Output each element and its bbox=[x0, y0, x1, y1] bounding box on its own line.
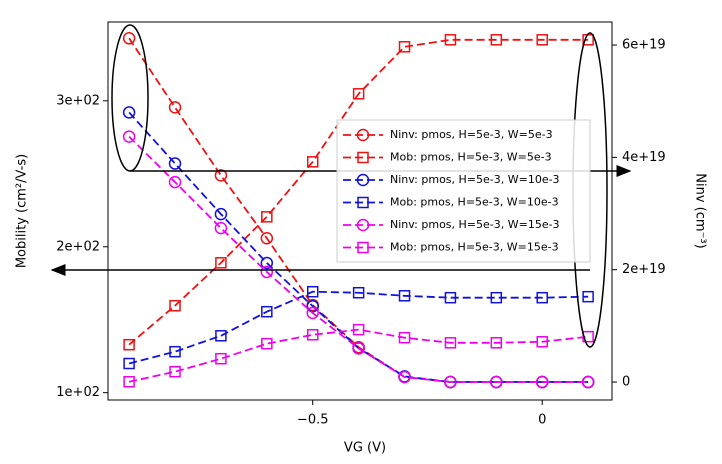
legend-label: Mob: pmos, H=5e-3, W=10e-3 bbox=[390, 196, 559, 209]
marker bbox=[581, 375, 595, 389]
marker bbox=[582, 290, 594, 303]
marker bbox=[123, 338, 135, 351]
legend-marker bbox=[356, 128, 370, 142]
x-tick-label: −0.5 bbox=[297, 413, 329, 428]
marker bbox=[169, 299, 181, 312]
marker bbox=[260, 265, 274, 279]
legend-box bbox=[336, 119, 591, 263]
marker bbox=[444, 375, 457, 389]
marker bbox=[490, 337, 503, 349]
legend-marker bbox=[357, 241, 369, 254]
marker bbox=[398, 331, 411, 344]
y-axis-label: Mobility (cm²/V-s) bbox=[15, 154, 30, 268]
marker bbox=[169, 345, 181, 358]
marker bbox=[352, 88, 365, 100]
marker bbox=[444, 291, 457, 304]
marker bbox=[352, 286, 365, 299]
marker bbox=[306, 285, 319, 298]
legend-label: Mob: pmos, H=5e-3, W=15e-3 bbox=[390, 241, 559, 254]
series-line bbox=[128, 328, 589, 383]
legend-label: Mob: pmos, H=5e-3, W=5e-3 bbox=[390, 151, 552, 164]
y-tick-label: 2e+02 bbox=[56, 239, 100, 254]
y2-tick-label: 4e+19 bbox=[622, 150, 666, 165]
marker bbox=[536, 336, 548, 348]
x-axis-label: VG (V) bbox=[344, 441, 386, 456]
marker bbox=[214, 169, 228, 182]
y2-tick-label: 6e+19 bbox=[622, 38, 666, 53]
legend-marker bbox=[357, 196, 369, 209]
marker bbox=[214, 221, 228, 235]
marker bbox=[261, 305, 273, 318]
marker bbox=[260, 231, 274, 245]
marker bbox=[352, 342, 365, 355]
marker bbox=[398, 41, 411, 53]
plot-area bbox=[122, 32, 595, 389]
marker bbox=[260, 256, 274, 270]
series-line bbox=[128, 290, 589, 365]
marker bbox=[398, 370, 411, 384]
legend-label: Ninv: pmos, H=5e-3, W=10e-3 bbox=[390, 173, 560, 186]
marker bbox=[215, 352, 227, 365]
marker bbox=[168, 157, 182, 170]
marker bbox=[122, 130, 136, 143]
marker bbox=[168, 175, 182, 189]
marker bbox=[535, 375, 549, 389]
marker bbox=[306, 156, 319, 168]
marker bbox=[490, 375, 503, 389]
y2-axis-label: Ninv (cm⁻³) bbox=[693, 173, 708, 248]
legend-marker bbox=[356, 173, 370, 187]
marker bbox=[490, 291, 503, 304]
marker bbox=[214, 207, 228, 221]
legend: Ninv: pmos, H=5e-3, W=5e-3 Mob: pmos, H=5… bbox=[336, 119, 591, 263]
marker bbox=[536, 34, 548, 46]
marker bbox=[444, 337, 457, 349]
y2-tick-label: 2e+19 bbox=[622, 262, 666, 277]
legend-label: Ninv: pmos, H=5e-3, W=5e-3 bbox=[390, 128, 553, 141]
legend-marker bbox=[356, 218, 370, 232]
marker bbox=[444, 34, 457, 46]
series-line bbox=[128, 135, 589, 383]
y2-tick-label: 0 bbox=[622, 375, 630, 390]
marker bbox=[306, 329, 319, 341]
marker bbox=[122, 32, 136, 45]
legend-marker bbox=[357, 151, 369, 164]
y-tick-label: 1e+02 bbox=[56, 385, 100, 400]
legend-label: Ninv: pmos, H=5e-3, W=15e-3 bbox=[390, 218, 560, 231]
marker bbox=[398, 290, 411, 302]
marker bbox=[306, 306, 319, 320]
y-tick-label: 3e+02 bbox=[56, 93, 100, 108]
marker bbox=[122, 106, 136, 119]
marker bbox=[123, 376, 135, 388]
marker bbox=[169, 365, 181, 378]
marker bbox=[261, 211, 273, 223]
x-tick-label: 0 bbox=[538, 413, 546, 428]
marker bbox=[215, 257, 227, 269]
marker bbox=[261, 337, 273, 350]
marker bbox=[123, 357, 135, 370]
marker bbox=[168, 101, 182, 114]
marker bbox=[215, 330, 227, 342]
marker bbox=[352, 323, 365, 336]
marker bbox=[306, 299, 319, 313]
plot-frame bbox=[107, 21, 613, 401]
ellipse bbox=[111, 24, 149, 172]
marker bbox=[536, 291, 548, 304]
series-line bbox=[128, 38, 589, 346]
marker bbox=[490, 34, 503, 46]
